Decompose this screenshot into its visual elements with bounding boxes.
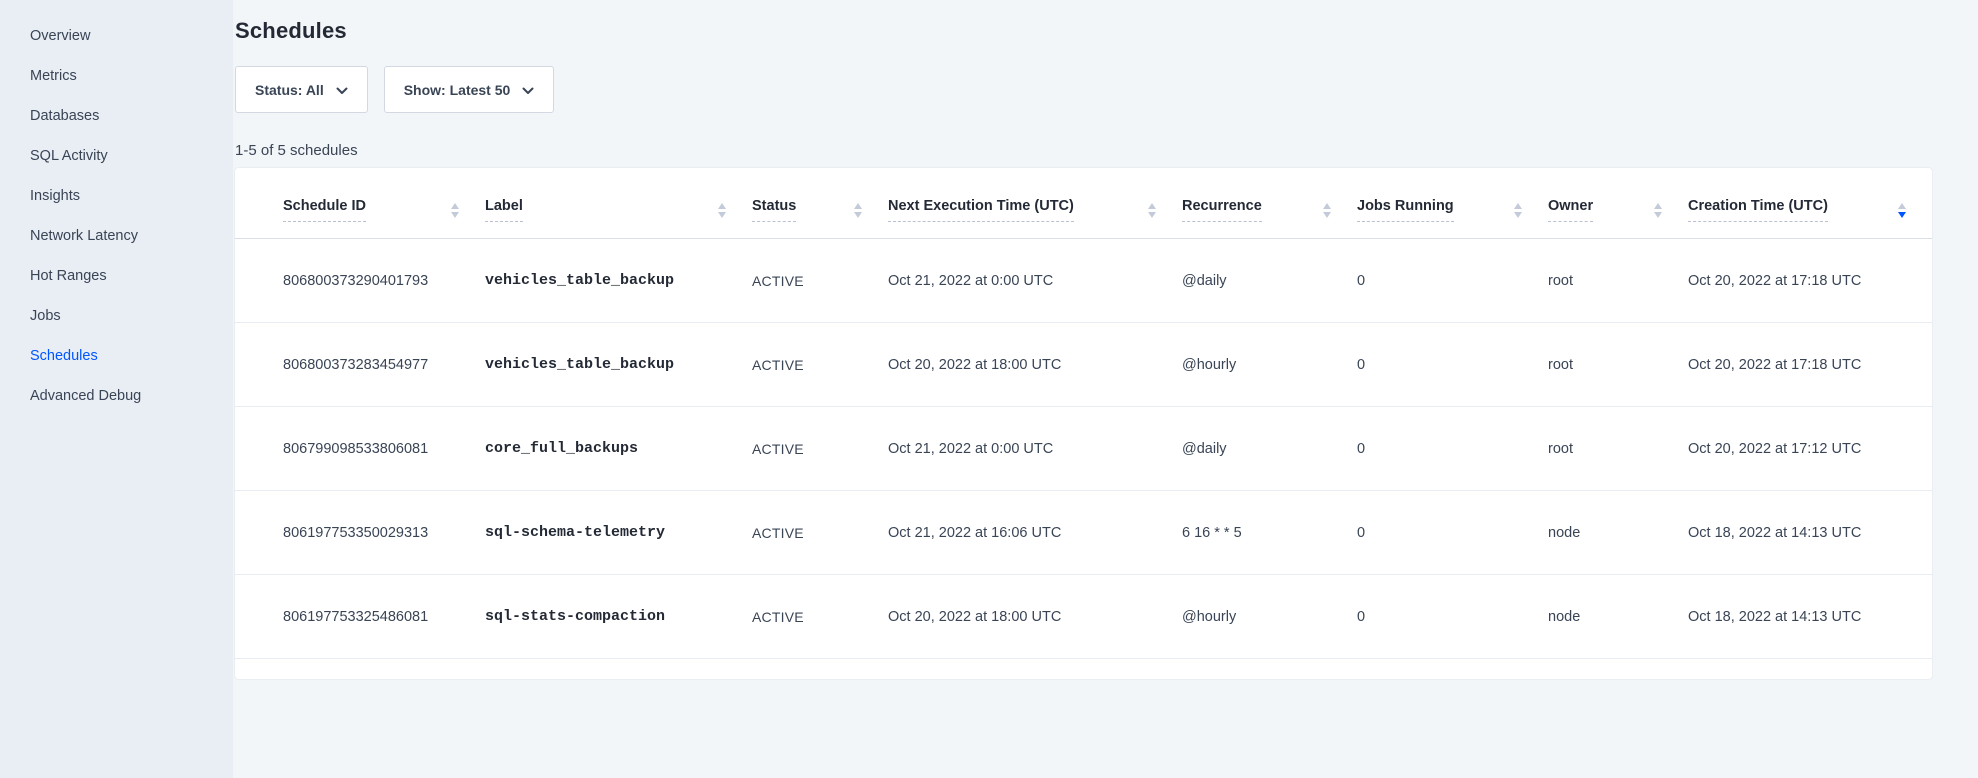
status-filter-label: Status: All xyxy=(255,81,324,98)
next-execution-cell: Oct 20, 2022 at 18:00 UTC xyxy=(888,322,1182,407)
jobs-running-cell: 0 xyxy=(1357,406,1548,491)
column-header-jobs-running[interactable]: Jobs Running xyxy=(1357,168,1548,239)
schedule-id-cell: 806197753350029313 xyxy=(235,490,485,575)
schedule-label-cell: vehicles_table_backup xyxy=(485,238,752,323)
column-label: Status xyxy=(752,198,797,222)
column-header-schedule-id[interactable]: Schedule ID xyxy=(235,168,485,239)
chevron-down-icon xyxy=(336,82,348,98)
sidebar-nav: Overview Metrics Databases SQL Activity … xyxy=(0,16,233,416)
sidebar-item-insights[interactable]: Insights xyxy=(30,188,80,204)
schedule-label-cell: vehicles_table_backup xyxy=(485,322,752,407)
sort-icon xyxy=(1148,202,1156,218)
sidebar-item-databases[interactable]: Databases xyxy=(30,108,100,124)
next-execution-cell: Oct 21, 2022 at 0:00 UTC xyxy=(888,406,1182,491)
column-header-next-execution-time[interactable]: Next Execution Time (UTC) xyxy=(888,168,1182,239)
jobs-running-cell: 0 xyxy=(1357,574,1548,659)
jobs-running-cell: 0 xyxy=(1357,490,1548,575)
creation-time-cell: Oct 20, 2022 at 17:18 UTC xyxy=(1688,322,1932,407)
table-row: 806800373283454977 vehicles_table_backup… xyxy=(235,322,1932,407)
owner-cell: node xyxy=(1548,574,1688,659)
sidebar-item-advanced-debug[interactable]: Advanced Debug xyxy=(30,388,142,404)
schedule-id-cell: 806800373290401793 xyxy=(235,238,485,323)
column-label: Owner xyxy=(1548,198,1594,222)
sort-icon xyxy=(1654,202,1662,218)
status-cell: ACTIVE xyxy=(752,406,888,491)
sidebar-item-hot-ranges[interactable]: Hot Ranges xyxy=(30,268,107,284)
schedule-label-cell: core_full_backups xyxy=(485,406,752,491)
next-execution-cell: Oct 21, 2022 at 16:06 UTC xyxy=(888,490,1182,575)
column-header-recurrence[interactable]: Recurrence xyxy=(1182,168,1357,239)
column-label: Recurrence xyxy=(1182,198,1262,222)
sort-icon xyxy=(1323,202,1331,218)
chevron-down-icon xyxy=(522,82,534,98)
creation-time-cell: Oct 20, 2022 at 17:18 UTC xyxy=(1688,238,1932,323)
results-count: 1-5 of 5 schedules xyxy=(235,142,358,159)
show-filter-label: Show: Latest 50 xyxy=(403,81,511,98)
column-header-label[interactable]: Label xyxy=(485,168,752,239)
status-cell: ACTIVE xyxy=(752,490,888,575)
next-execution-cell: Oct 21, 2022 at 0:00 UTC xyxy=(888,238,1182,323)
filter-bar: Status: All Show: Latest 50 xyxy=(235,66,1932,113)
sort-desc-icon xyxy=(1898,202,1906,218)
sidebar-item-jobs[interactable]: Jobs xyxy=(30,308,61,324)
page-title: Schedules xyxy=(235,18,347,43)
column-label: Jobs Running xyxy=(1357,198,1454,222)
next-execution-cell: Oct 20, 2022 at 18:00 UTC xyxy=(888,574,1182,659)
sidebar-item-metrics[interactable]: Metrics xyxy=(30,68,77,84)
main-content: Schedules Status: All Show: Latest 50 1-… xyxy=(233,0,1978,778)
owner-cell: root xyxy=(1548,322,1688,407)
creation-time-cell: Oct 20, 2022 at 17:12 UTC xyxy=(1688,406,1932,491)
creation-time-cell: Oct 18, 2022 at 14:13 UTC xyxy=(1688,574,1932,659)
sort-icon xyxy=(718,202,726,218)
table-header-row: Schedule ID Label Status Next Execution … xyxy=(235,168,1932,239)
owner-cell: root xyxy=(1548,406,1688,491)
jobs-running-cell: 0 xyxy=(1357,322,1548,407)
recurrence-cell: @hourly xyxy=(1182,322,1357,407)
owner-cell: root xyxy=(1548,238,1688,323)
schedule-label-cell: sql-schema-telemetry xyxy=(485,490,752,575)
sidebar-item-network-latency[interactable]: Network Latency xyxy=(30,228,138,244)
schedule-id-cell: 806800373283454977 xyxy=(235,322,485,407)
recurrence-cell: @daily xyxy=(1182,238,1357,323)
status-filter-dropdown[interactable]: Status: All xyxy=(235,66,368,113)
creation-time-cell: Oct 18, 2022 at 14:13 UTC xyxy=(1688,490,1932,575)
sort-icon xyxy=(854,202,862,218)
column-label: Creation Time (UTC) xyxy=(1688,198,1828,222)
table-row: 806197753350029313 sql-schema-telemetry … xyxy=(235,490,1932,575)
recurrence-cell: 6 16 * * 5 xyxy=(1182,490,1357,575)
recurrence-cell: @hourly xyxy=(1182,574,1357,659)
column-label: Schedule ID xyxy=(283,198,366,222)
owner-cell: node xyxy=(1548,490,1688,575)
show-filter-dropdown[interactable]: Show: Latest 50 xyxy=(383,66,555,113)
column-header-status[interactable]: Status xyxy=(752,168,888,239)
schedules-table: Schedule ID Label Status Next Execution … xyxy=(235,168,1932,659)
schedule-label-cell: sql-stats-compaction xyxy=(485,574,752,659)
table-row: 806800373290401793 vehicles_table_backup… xyxy=(235,238,1932,323)
column-header-owner[interactable]: Owner xyxy=(1548,168,1688,239)
recurrence-cell: @daily xyxy=(1182,406,1357,491)
sidebar: Overview Metrics Databases SQL Activity … xyxy=(0,0,233,778)
schedules-table-card: Schedule ID Label Status Next Execution … xyxy=(235,168,1932,679)
status-cell: ACTIVE xyxy=(752,574,888,659)
schedule-id-cell: 806799098533806081 xyxy=(235,406,485,491)
table-row: 806197753325486081 sql-stats-compaction … xyxy=(235,574,1932,659)
column-label: Next Execution Time (UTC) xyxy=(888,198,1074,222)
sidebar-item-schedules[interactable]: Schedules xyxy=(30,348,98,364)
sort-icon xyxy=(451,202,459,218)
table-row: 806799098533806081 core_full_backups ACT… xyxy=(235,406,1932,491)
status-cell: ACTIVE xyxy=(752,238,888,323)
column-header-creation-time[interactable]: Creation Time (UTC) xyxy=(1688,168,1932,239)
sidebar-item-sql-activity[interactable]: SQL Activity xyxy=(30,148,108,164)
schedule-id-cell: 806197753325486081 xyxy=(235,574,485,659)
jobs-running-cell: 0 xyxy=(1357,238,1548,323)
sidebar-item-overview[interactable]: Overview xyxy=(30,28,91,44)
status-cell: ACTIVE xyxy=(752,322,888,407)
column-label: Label xyxy=(485,198,523,222)
sort-icon xyxy=(1514,202,1522,218)
